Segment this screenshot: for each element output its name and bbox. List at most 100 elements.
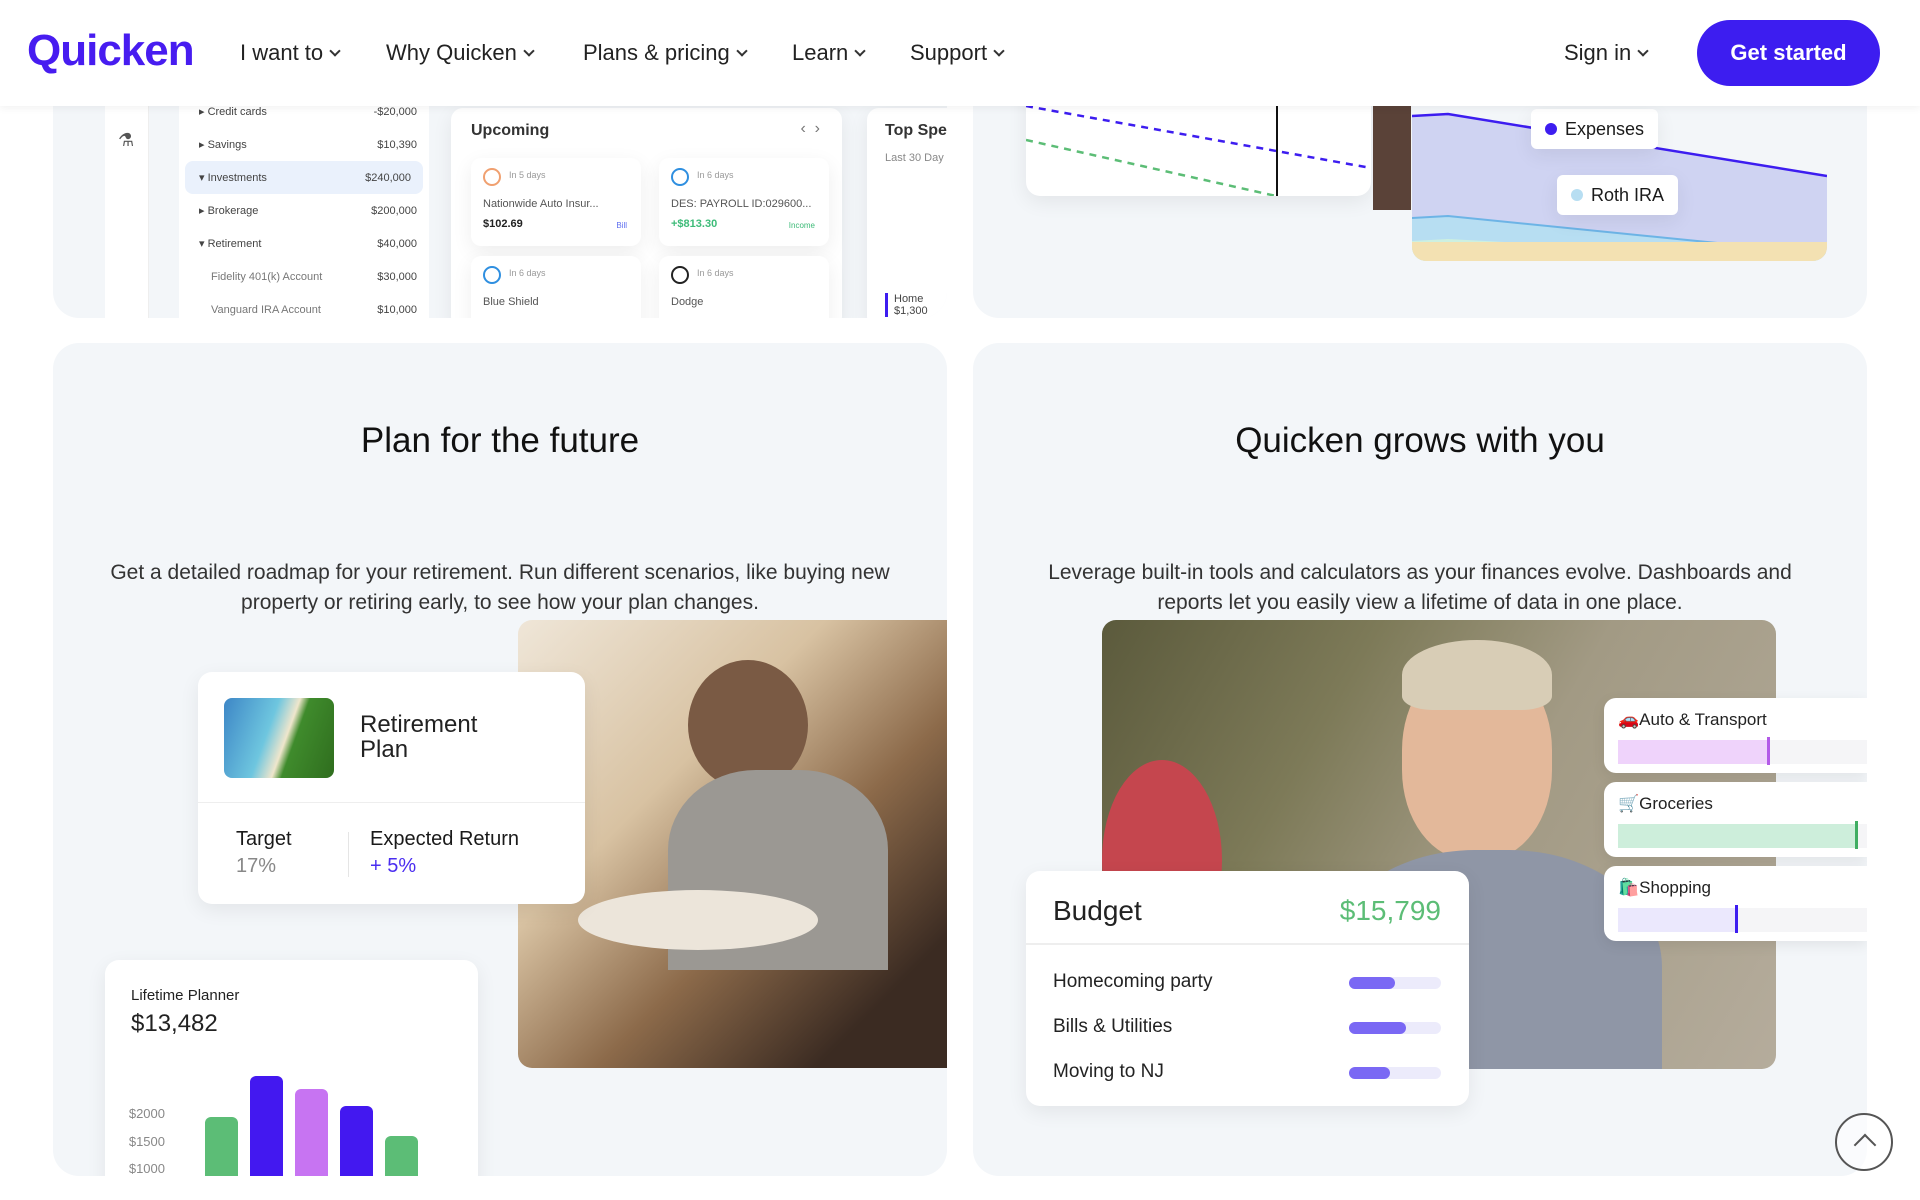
title-line: Retirement [360, 711, 478, 738]
photo-figure [688, 660, 808, 790]
y-tick-label: $1500 [128, 1133, 165, 1149]
card-description: Leverage built-in tools and calculators … [1048, 561, 1792, 614]
upcoming-when: In 6 days [697, 268, 734, 278]
category-progress-marker [1735, 905, 1739, 933]
upcoming-amount: $102.69 [483, 218, 523, 230]
upcoming-item[interactable]: In 5 days Nationwide Auto Insur... $102.69… [471, 158, 641, 246]
account-value: $40,000 [377, 237, 417, 250]
account-row[interactable]: ▸ Savings $10,390 [179, 128, 429, 161]
sign-in-menu[interactable]: Sign in [1564, 40, 1649, 66]
upcoming-item[interactable]: In 6 days Blue Shield [471, 256, 641, 318]
category-card[interactable]: 🚗Auto & Transport [1604, 698, 1867, 773]
category-progress-fill [1618, 908, 1736, 932]
account-row[interactable]: Vanguard IRA Account $10,000 [179, 293, 429, 318]
divider [348, 832, 349, 877]
upcoming-item[interactable]: In 6 days DES: PAYROLL ID:029600... +$813.… [659, 158, 829, 246]
account-label: Vanguard IRA Account [211, 303, 321, 316]
account-name: ▸ Savings [199, 139, 247, 151]
account-name: ▸ Brokerage [199, 205, 259, 217]
category-progress [1618, 737, 1867, 765]
upcoming-item[interactable]: In 6 days Dodge [659, 256, 829, 318]
sign-in-label: Sign in [1564, 40, 1632, 65]
category-icon: 🚗 [1618, 710, 1640, 729]
nav-i-want-to[interactable]: I want to [240, 40, 341, 66]
upcoming-name: Nationwide Auto Insur... [483, 198, 599, 210]
legend-roth-ira: Roth IRA [1557, 175, 1679, 215]
account-label: Credit cards [207, 106, 267, 118]
account-name: Vanguard IRA Account [199, 304, 321, 316]
category-card[interactable]: 🛒Groceries [1604, 782, 1867, 857]
budget-title: Budget [1053, 895, 1142, 926]
account-name: Fidelity 401(k) Account [199, 271, 322, 283]
account-value: $10,000 [377, 303, 417, 316]
legend-expenses: Expenses [1531, 109, 1659, 149]
account-row[interactable]: ▸ Brokerage $200,000 [179, 194, 429, 227]
nav-label: Support [910, 40, 988, 65]
chart-bar [340, 1105, 373, 1176]
beach-thumbnail [224, 698, 334, 778]
projection-line-green [1025, 138, 1277, 198]
chart-bar [295, 1089, 328, 1176]
account-label: Retirement [207, 238, 262, 250]
budget-item-name: Moving to NJ [1053, 1061, 1164, 1082]
nav-why-quicken[interactable]: Why Quicken [386, 40, 535, 66]
account-value: $10,390 [377, 138, 417, 151]
nav-support[interactable]: Support [910, 40, 1005, 66]
chart-bar [250, 1075, 283, 1176]
man-writing-photo [518, 620, 947, 1068]
account-label: Savings [207, 139, 247, 151]
flask-icon: ⚗ [118, 130, 135, 150]
retirement-plan-card: Retirement Plan Target 17% Expected Return… [198, 672, 585, 904]
category-progress [1618, 821, 1867, 849]
account-name: ▸ Credit cards [199, 106, 267, 118]
chevron-down-icon [736, 44, 748, 57]
lifetime-title: Lifetime Planner [131, 987, 240, 1004]
account-value: -$20,000 [373, 105, 417, 118]
target-label: Target [236, 828, 292, 850]
chevron-down-icon [1637, 44, 1649, 57]
category-label: 🚗Auto & Transport [1618, 710, 1767, 730]
account-value: $200,000 [371, 204, 417, 217]
card-title: Plan for the future [360, 421, 640, 460]
category-label: 🛍️Shopping [1618, 878, 1711, 898]
account-label: Investments [207, 172, 267, 184]
category-card[interactable]: 🛍️Shopping [1604, 866, 1867, 941]
expected-return-block: Expected Return + 5% [370, 828, 519, 878]
legend-label: Roth IRA [1591, 184, 1665, 205]
account-name: ▾ Investments [199, 172, 267, 184]
account-row[interactable]: ▾ Investments $240,000 [185, 161, 423, 194]
title-line: Plan [360, 736, 409, 763]
category-progress-marker [1767, 737, 1771, 765]
photo-hair [1402, 640, 1552, 710]
return-label: Expected Return [370, 828, 519, 850]
target-block: Target 17% [236, 828, 292, 878]
target-value: 17% [236, 855, 277, 877]
upcoming-name: Dodge [671, 296, 704, 308]
scroll-to-top-button[interactable] [1835, 1113, 1893, 1171]
budget-progress [1349, 977, 1441, 989]
nav-learn[interactable]: Learn [792, 40, 866, 66]
nav-plans-pricing[interactable]: Plans & pricing [583, 40, 748, 66]
category-icon: 🛍️ [1618, 878, 1640, 897]
get-started-button[interactable]: Get started [1697, 20, 1880, 86]
account-row[interactable]: Fidelity 401(k) Account $30,000 [179, 260, 429, 293]
y-tick-label: $2000 [128, 1106, 165, 1121]
account-row[interactable]: ▾ Retirement $40,000 [179, 227, 429, 260]
account-row[interactable]: ▸ Credit cards -$20,000 [179, 95, 429, 128]
lifetime-amount: $13,482 [131, 1010, 218, 1037]
category-name: Groceries [1639, 794, 1713, 813]
quicken-logo[interactable]: Quicken [27, 26, 195, 75]
budget-progress-fill [1349, 1022, 1407, 1034]
budget-item-name: Homecoming party [1053, 971, 1213, 992]
card-description: Get a detailed roadmap for your retireme… [110, 561, 890, 614]
nav-label: Why Quicken [386, 40, 517, 65]
payee-icon [483, 168, 501, 186]
upcoming-tag: Bill [616, 221, 627, 230]
upcoming-amount: +$813.30 [671, 218, 718, 230]
chart-bar [205, 1116, 238, 1176]
return-value: + 5% [370, 855, 417, 877]
budget-amount: $15,799 [1339, 895, 1441, 926]
category-icon: 🛒 [1618, 794, 1640, 813]
account-value: $30,000 [377, 270, 417, 283]
pager-arrows[interactable]: ‹ › [800, 120, 820, 137]
